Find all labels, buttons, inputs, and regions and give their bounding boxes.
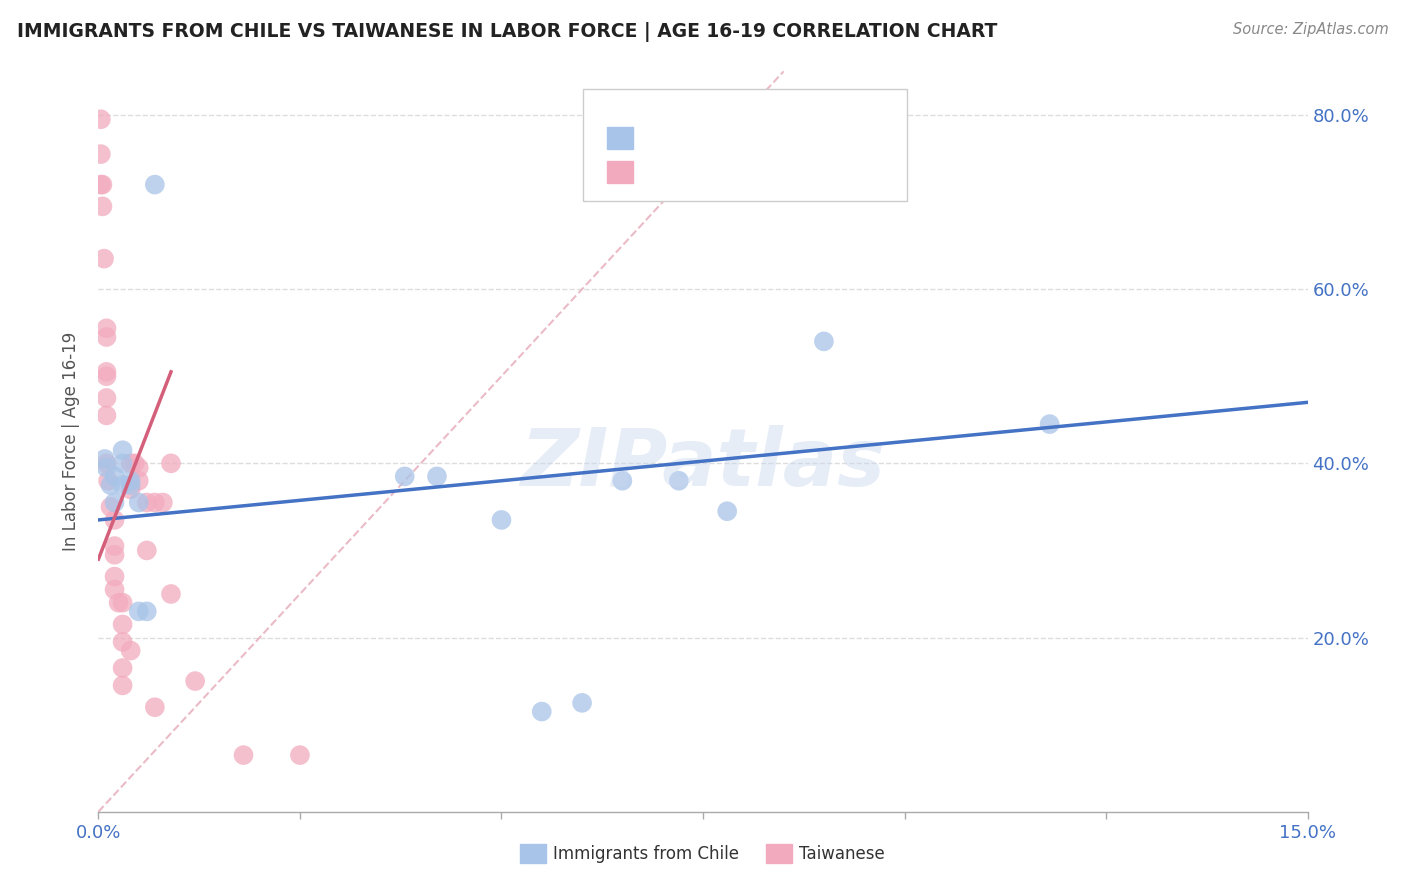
- Point: [143, 495, 166, 509]
- Point: [120, 474, 142, 488]
- Point: [813, 334, 835, 349]
- Text: 0.189: 0.189: [683, 161, 741, 178]
- Point: [120, 483, 142, 497]
- Point: [91, 199, 114, 213]
- Point: [135, 543, 157, 558]
- Point: [111, 635, 134, 649]
- Point: [107, 596, 129, 610]
- Text: N =: N =: [749, 161, 789, 178]
- Point: [288, 748, 311, 763]
- Point: [143, 178, 166, 192]
- Text: R =: R =: [644, 161, 683, 178]
- Point: [135, 604, 157, 618]
- Point: [90, 112, 112, 127]
- Point: [128, 474, 150, 488]
- Text: N =: N =: [749, 127, 789, 145]
- Point: [1039, 417, 1062, 431]
- Text: 24: 24: [787, 127, 813, 145]
- Point: [232, 748, 254, 763]
- Point: [184, 674, 207, 689]
- Point: [530, 705, 553, 719]
- Point: [103, 548, 125, 562]
- Point: [128, 604, 150, 618]
- Point: [103, 469, 125, 483]
- Point: [128, 495, 150, 509]
- Point: [90, 178, 112, 192]
- Text: Taiwanese: Taiwanese: [799, 845, 884, 863]
- Text: ZIPatlas: ZIPatlas: [520, 425, 886, 503]
- Point: [90, 147, 112, 161]
- Point: [96, 460, 118, 475]
- Point: [426, 469, 449, 483]
- Point: [143, 700, 166, 714]
- Point: [100, 478, 122, 492]
- Point: [103, 539, 125, 553]
- Point: [93, 252, 115, 266]
- Point: [571, 696, 593, 710]
- Point: [111, 456, 134, 470]
- Point: [94, 452, 117, 467]
- Point: [103, 495, 125, 509]
- Point: [491, 513, 513, 527]
- Point: [135, 495, 157, 509]
- Point: [668, 474, 690, 488]
- Point: [160, 456, 183, 470]
- Text: 42: 42: [787, 161, 813, 178]
- Point: [103, 569, 125, 583]
- Point: [111, 617, 134, 632]
- Point: [394, 469, 416, 483]
- Point: [96, 391, 118, 405]
- Point: [111, 661, 134, 675]
- Point: [124, 456, 146, 470]
- Point: [96, 330, 118, 344]
- Point: [96, 365, 118, 379]
- Point: [91, 178, 114, 192]
- Point: [96, 456, 118, 470]
- Point: [111, 596, 134, 610]
- Point: [96, 321, 118, 335]
- Point: [120, 456, 142, 470]
- Point: [97, 474, 120, 488]
- Text: R =: R =: [644, 127, 683, 145]
- Text: IMMIGRANTS FROM CHILE VS TAIWANESE IN LABOR FORCE | AGE 16-19 CORRELATION CHART: IMMIGRANTS FROM CHILE VS TAIWANESE IN LA…: [17, 22, 997, 42]
- Point: [111, 678, 134, 692]
- Point: [120, 643, 142, 657]
- Text: 0.197: 0.197: [683, 127, 740, 145]
- Point: [612, 474, 634, 488]
- Point: [111, 443, 134, 458]
- Point: [103, 582, 125, 597]
- Point: [96, 409, 118, 423]
- Point: [160, 587, 183, 601]
- Text: Immigrants from Chile: Immigrants from Chile: [553, 845, 738, 863]
- Point: [96, 369, 118, 384]
- Point: [152, 495, 174, 509]
- Point: [716, 504, 738, 518]
- Point: [128, 460, 150, 475]
- Point: [111, 478, 134, 492]
- Point: [103, 513, 125, 527]
- Point: [120, 478, 142, 492]
- Text: Source: ZipAtlas.com: Source: ZipAtlas.com: [1233, 22, 1389, 37]
- Y-axis label: In Labor Force | Age 16-19: In Labor Force | Age 16-19: [62, 332, 80, 551]
- Point: [100, 500, 122, 514]
